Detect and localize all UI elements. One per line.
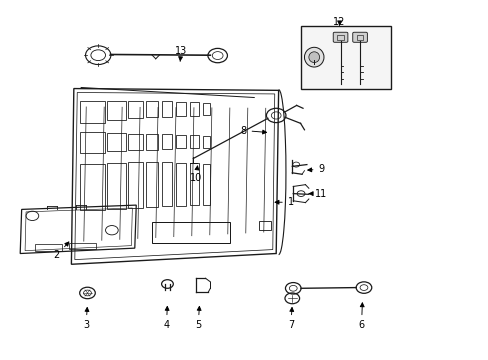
- Text: 4: 4: [163, 306, 169, 330]
- Bar: [161, 102, 172, 117]
- Bar: [152, 222, 229, 243]
- FancyBboxPatch shape: [332, 32, 347, 42]
- Text: 2: 2: [54, 242, 69, 260]
- Text: 6: 6: [358, 303, 364, 330]
- Text: 10: 10: [189, 166, 202, 183]
- Bar: [69, 243, 96, 249]
- Bar: [189, 102, 198, 116]
- Text: 8: 8: [240, 126, 266, 135]
- Bar: [107, 163, 125, 209]
- Text: 7: 7: [287, 307, 293, 330]
- Ellipse shape: [308, 52, 319, 63]
- Bar: [300, 26, 390, 89]
- Bar: [202, 135, 210, 148]
- Text: 11: 11: [308, 189, 327, 199]
- Text: 12: 12: [333, 17, 345, 27]
- Bar: [80, 101, 104, 123]
- Bar: [107, 101, 125, 120]
- Bar: [189, 135, 198, 148]
- Bar: [146, 102, 158, 117]
- FancyBboxPatch shape: [352, 32, 366, 42]
- Bar: [259, 221, 271, 230]
- Bar: [146, 134, 158, 149]
- Bar: [161, 134, 172, 149]
- Bar: [356, 35, 363, 40]
- Text: 9: 9: [307, 164, 324, 174]
- Bar: [146, 162, 158, 207]
- Bar: [161, 162, 172, 206]
- Text: 13: 13: [175, 46, 187, 62]
- Bar: [202, 163, 210, 205]
- Bar: [336, 35, 343, 40]
- Text: 1: 1: [275, 197, 293, 207]
- Bar: [128, 134, 143, 150]
- Bar: [35, 244, 61, 251]
- Bar: [176, 163, 185, 206]
- Bar: [80, 132, 104, 153]
- Bar: [189, 163, 198, 206]
- Text: 3: 3: [83, 307, 89, 330]
- Bar: [128, 162, 143, 208]
- Bar: [107, 134, 125, 151]
- Bar: [176, 102, 185, 116]
- Bar: [202, 103, 210, 116]
- Bar: [128, 101, 143, 118]
- Bar: [80, 164, 104, 211]
- Bar: [176, 135, 185, 148]
- Ellipse shape: [304, 47, 324, 67]
- Text: 5: 5: [195, 306, 201, 330]
